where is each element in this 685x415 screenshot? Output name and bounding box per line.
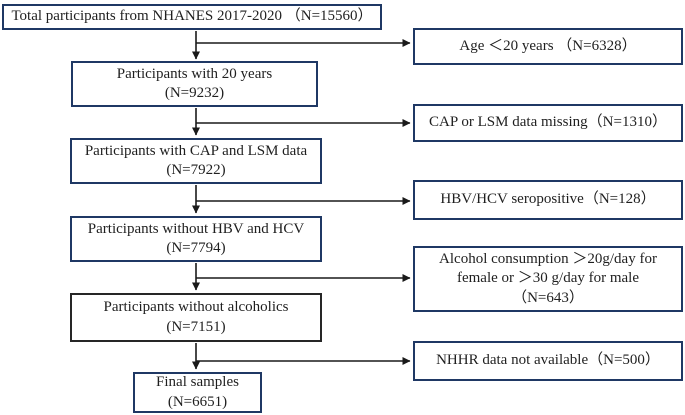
box-text: CAP or LSM data missing（N=1310）	[429, 114, 667, 131]
box-cap-lsm-data: Participants with CAP and LSM data (N=79…	[70, 138, 322, 184]
box-text: NHHR data not available（N=500）	[436, 352, 660, 369]
box-participants-20-years: Participants with 20 years (N=9232)	[71, 61, 318, 107]
box-text: Participants with 20 years	[116, 65, 273, 82]
box-text: Participants with CAP and LSM data	[84, 142, 308, 159]
box-count: (N=6651)	[167, 393, 228, 410]
box-text: HBV/HCV seropositive（N=128）	[440, 191, 656, 208]
box-text: Total participants from NHANES 2017-2020…	[11, 8, 373, 25]
box-text: Participants without HBV and HCV	[87, 220, 305, 237]
box-excluded-cap-lsm-missing: CAP or LSM data missing（N=1310）	[413, 104, 683, 142]
box-count: （N=643）	[512, 289, 584, 306]
box-total-participants: Total participants from NHANES 2017-2020…	[2, 4, 382, 30]
box-text: Alcohol consumption ＞20g/day for	[439, 251, 657, 268]
box-without-hbv-hcv: Participants without HBV and HCV (N=7794…	[70, 216, 322, 262]
box-excluded-alcohol-consumption: Alcohol consumption ＞20g/day for female …	[413, 246, 683, 312]
box-final-samples: Final samples (N=6651)	[133, 372, 262, 413]
box-text: female or ＞30 g/day for male	[456, 270, 639, 287]
box-text: Age ＜20 years （N=6328）	[459, 37, 637, 54]
box-text: Participants without alcoholics	[103, 299, 289, 316]
box-excluded-hbv-hcv-seropositive: HBV/HCV seropositive（N=128）	[413, 180, 683, 220]
box-text: Final samples	[156, 374, 239, 391]
box-count: (N=7794)	[166, 240, 226, 256]
box-excluded-age: Age ＜20 years （N=6328）	[413, 28, 683, 65]
box-count: (N=7151)	[166, 318, 226, 335]
box-without-alcoholics: Participants without alcoholics (N=7151)	[70, 293, 322, 342]
box-count: (N=7922)	[166, 162, 226, 178]
box-excluded-nhhr-missing: NHHR data not available（N=500）	[413, 341, 683, 381]
box-count: (N=9232)	[164, 85, 225, 101]
